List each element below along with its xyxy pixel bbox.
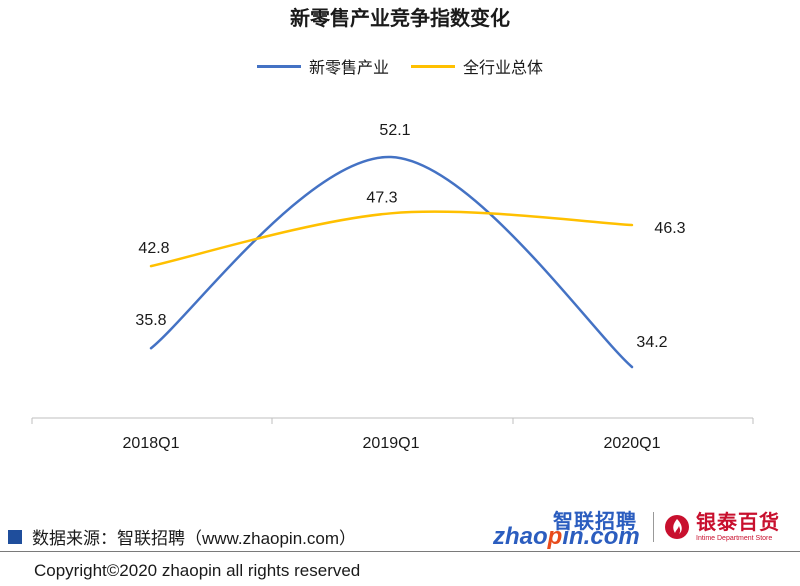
chart-title: 新零售产业竞争指数变化 xyxy=(290,8,510,30)
data-label-0-1: 52.1 xyxy=(379,122,410,139)
zhaopin-logo-en: zhaopin.com xyxy=(493,523,640,550)
x-tick-label-2: 2020Q1 xyxy=(604,435,661,452)
zhaopin-logo: 智联招聘 zhaopin.com xyxy=(493,505,643,550)
legend-label-1: 全行业总体 xyxy=(463,60,544,77)
data-label-0-2: 34.2 xyxy=(636,334,667,351)
copyright-text: Copyright©2020 zhaopin all rights reserv… xyxy=(34,561,361,580)
legend-item-1: 全行业总体 xyxy=(411,54,543,78)
series-line-1 xyxy=(149,210,634,268)
series-line-0 xyxy=(149,155,634,369)
data-label-0-0: 35.8 xyxy=(135,312,166,329)
intime-flame-icon xyxy=(665,515,689,539)
chart-legend: 新零售产业 全行业总体 xyxy=(0,54,800,78)
intime-logo: 银泰百货 Intime Department Store xyxy=(664,512,780,543)
intime-logo-cn: 银泰百货 xyxy=(696,511,780,534)
logo-bar: 智联招聘 zhaopin.com 银泰百货 Intime Department … xyxy=(493,505,780,550)
data-label-1-1: 47.3 xyxy=(366,189,397,206)
legend-item-0: 新零售产业 xyxy=(256,54,389,78)
source-text: 数据来源：智联招聘（www.zhaopin.com） xyxy=(32,529,357,548)
x-tick-label-0: 2018Q1 xyxy=(123,435,180,452)
zhaopin-logo-cn: 智联招聘 xyxy=(553,511,637,533)
data-label-1-2: 46.3 xyxy=(654,220,685,237)
legend-swatch-1 xyxy=(411,64,455,68)
logo-divider xyxy=(653,512,654,542)
footer-divider xyxy=(0,551,800,552)
legend-label-0: 新零售产业 xyxy=(308,60,389,77)
intime-logo-en: Intime Department Store xyxy=(696,534,773,542)
data-label-1-0: 42.8 xyxy=(138,240,169,257)
x-tick-label-1: 2019Q1 xyxy=(363,435,420,452)
source-note: 数据来源：智联招聘（www.zhaopin.com） xyxy=(8,524,356,549)
legend-swatch-0 xyxy=(256,64,301,68)
line-chart: 2018Q1 2019Q1 2020Q1 35.8 52.1 34.2 42.8 47.3 46… xyxy=(31,122,754,452)
source-marker xyxy=(8,529,22,544)
